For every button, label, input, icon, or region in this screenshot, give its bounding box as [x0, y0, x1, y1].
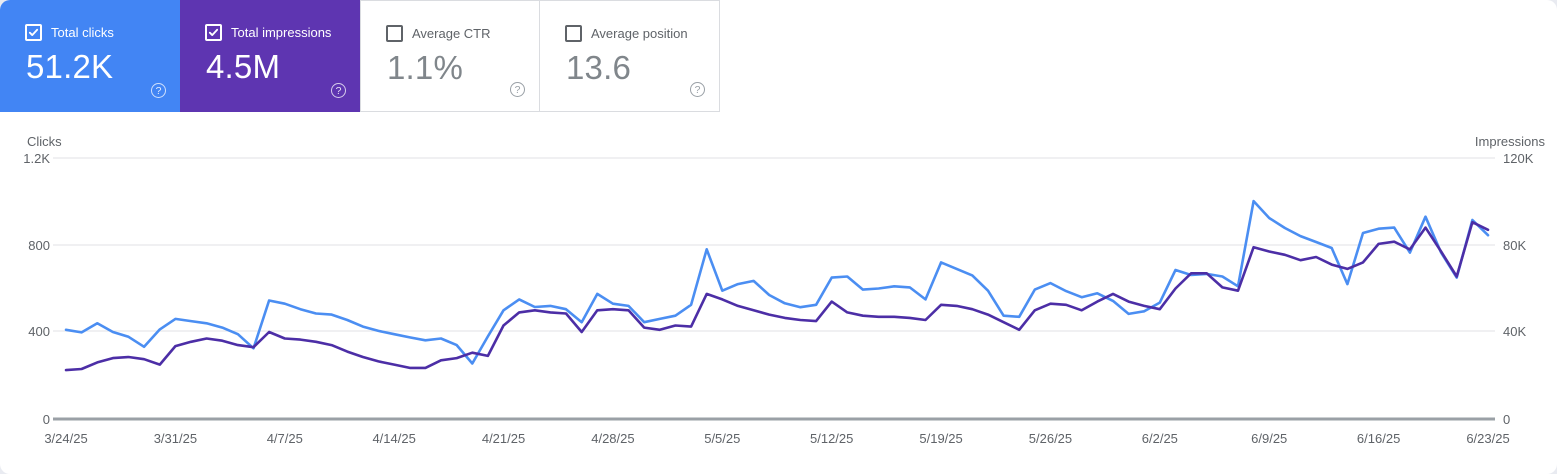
card-value: 1.1% [387, 49, 464, 86]
card-label: Average CTR [412, 26, 491, 41]
help-icon[interactable]: ? [151, 83, 166, 98]
total-impressions-checkbox[interactable] [205, 24, 222, 41]
metric-card-average-position[interactable]: Average position 13.6 ? [540, 0, 720, 112]
card-head: Total clicks [25, 24, 114, 41]
left-axis-tick: 0 [42, 412, 50, 427]
total-clicks-checkbox[interactable] [25, 24, 42, 41]
checkmark-icon [28, 28, 39, 36]
gridlines [53, 157, 1495, 332]
average-position-checkbox[interactable] [565, 25, 582, 42]
metric-cards-row: Total clicks 51.2K ? Total impressions 4… [0, 0, 720, 112]
x-axis-date-label: 6/2/25 [1141, 431, 1178, 446]
x-axis-date-label: 4/28/25 [591, 431, 635, 446]
right-axis-tick: 120K [1503, 151, 1534, 166]
card-value: 4.5M [206, 48, 281, 85]
card-label: Total clicks [51, 25, 114, 40]
x-axis-date-label: 5/5/25 [704, 431, 741, 446]
right-axis-title: Impressions [1474, 134, 1545, 149]
left-axis-tick: 400 [28, 324, 50, 339]
right-axis-tick: 80K [1503, 238, 1527, 253]
right-axis-tick: 40K [1503, 324, 1527, 339]
card-head: Average position [565, 25, 688, 42]
card-head: Total impressions [205, 24, 331, 41]
x-axis-date-label: 4/21/25 [481, 431, 526, 446]
x-axis-date-label: 5/19/25 [919, 431, 963, 446]
x-axis-date-label: 5/12/25 [810, 431, 854, 446]
x-axis-date-label: 3/24/25 [44, 431, 88, 446]
card-label: Average position [591, 26, 688, 41]
left-axis-title: Clicks [27, 134, 62, 149]
impressions-series-line [64, 220, 1490, 372]
x-axis-date-label: 6/16/25 [1356, 431, 1401, 446]
card-label: Total impressions [231, 25, 332, 40]
card-value: 13.6 [566, 49, 632, 86]
checkmark-icon [208, 28, 219, 36]
metric-card-average-ctr[interactable]: Average CTR 1.1% ? [360, 0, 540, 112]
x-axis-date-label: 4/7/25 [266, 431, 303, 446]
x-axis-date-label: 6/23/25 [1466, 431, 1510, 446]
x-axis-date-label: 5/26/25 [1028, 431, 1073, 446]
left-axis-tick: 800 [28, 238, 50, 253]
card-value: 51.2K [26, 48, 114, 85]
help-icon[interactable]: ? [510, 82, 525, 97]
clicks-series-line [64, 199, 1490, 365]
left-axis-tick: 1.2K [23, 151, 50, 166]
metric-card-total-impressions[interactable]: Total impressions 4.5M ? [180, 0, 360, 112]
average-ctr-checkbox[interactable] [386, 25, 403, 42]
card-head: Average CTR [386, 25, 491, 42]
x-axis-date-label: 3/31/25 [153, 431, 198, 446]
x-axis-date-label: 6/9/25 [1251, 431, 1288, 446]
metric-card-total-clicks[interactable]: Total clicks 51.2K ? [0, 0, 180, 112]
x-axis-date-label: 4/14/25 [372, 431, 416, 446]
help-icon[interactable]: ? [690, 82, 705, 97]
help-icon[interactable]: ? [331, 83, 346, 98]
right-axis-tick: 0 [1503, 412, 1511, 427]
